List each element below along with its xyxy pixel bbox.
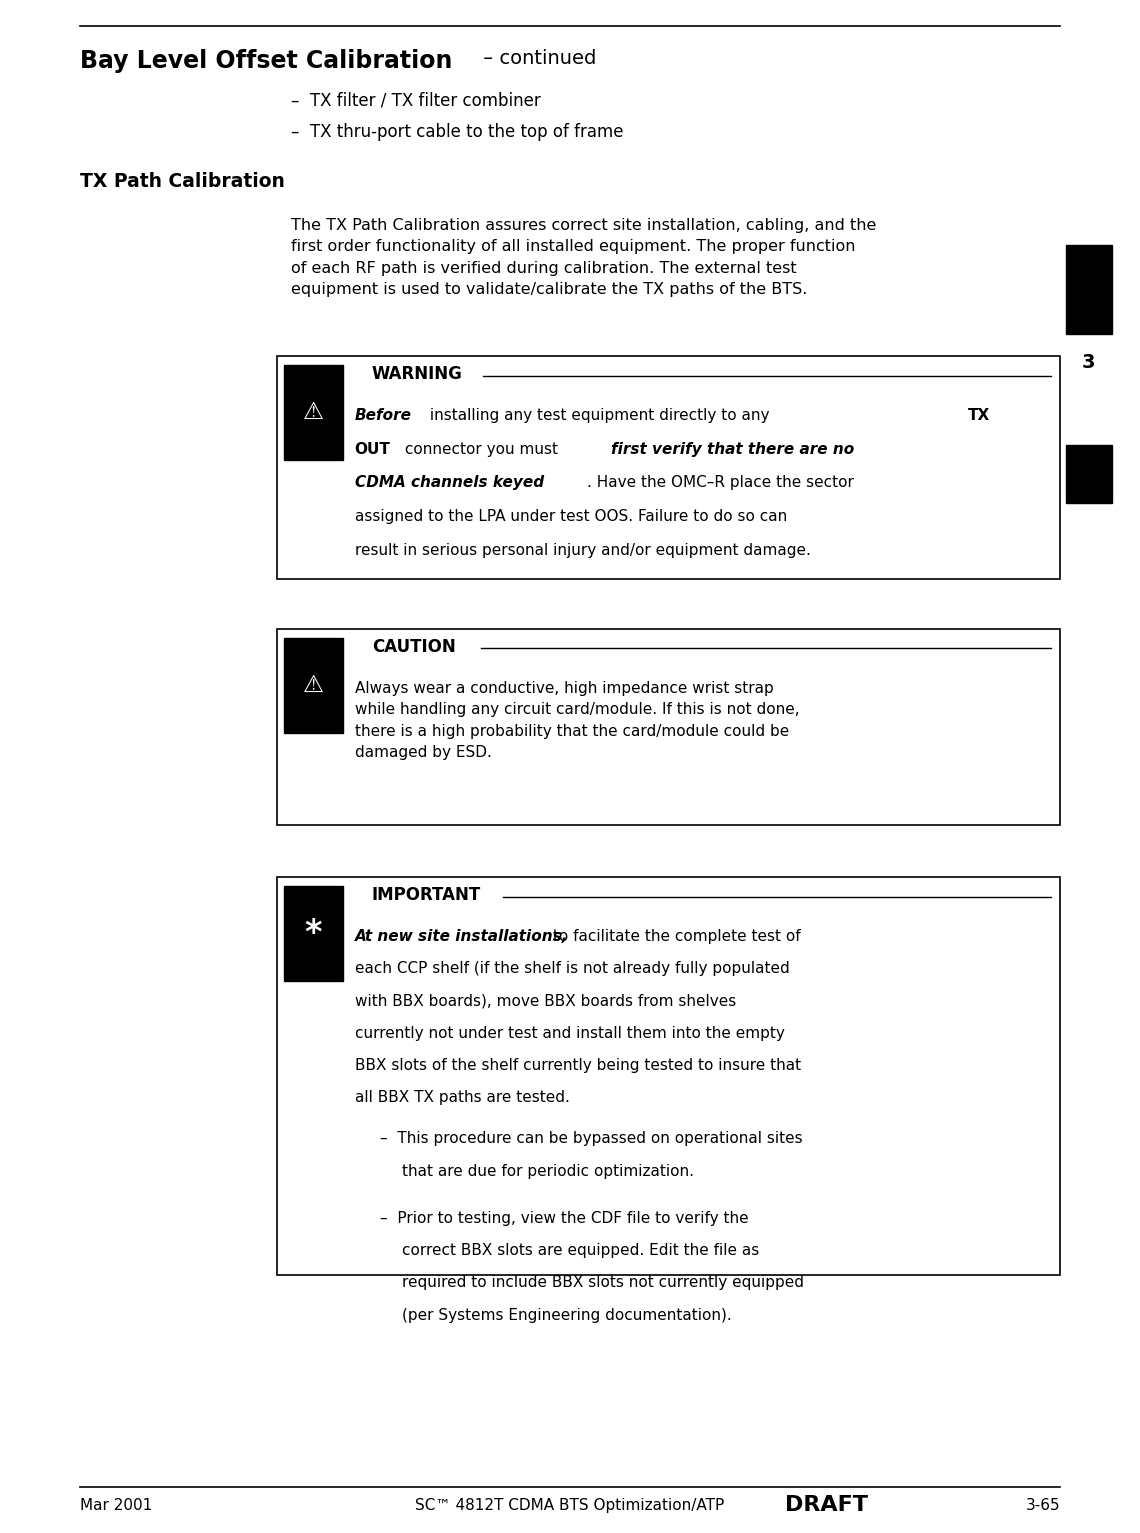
Text: to facilitate the complete test of: to facilitate the complete test of [548, 929, 801, 944]
Text: TX Path Calibration: TX Path Calibration [80, 172, 285, 190]
Text: Always wear a conductive, high impedance wrist strap
while handling any circuit : Always wear a conductive, high impedance… [355, 681, 799, 760]
Text: 3: 3 [1082, 353, 1096, 371]
Text: IMPORTANT: IMPORTANT [372, 886, 481, 904]
Text: TX: TX [968, 408, 991, 423]
Text: At new site installations,: At new site installations, [355, 929, 568, 944]
Text: correct BBX slots are equipped. Edit the file as: correct BBX slots are equipped. Edit the… [402, 1243, 759, 1259]
Text: –  TX thru-port cable to the top of frame: – TX thru-port cable to the top of frame [291, 123, 624, 141]
Text: (per Systems Engineering documentation).: (per Systems Engineering documentation). [402, 1308, 732, 1323]
FancyBboxPatch shape [284, 886, 343, 981]
Text: –  Prior to testing, view the CDF file to verify the: – Prior to testing, view the CDF file to… [380, 1211, 748, 1226]
Text: . Have the OMC–R place the sector: . Have the OMC–R place the sector [587, 475, 854, 491]
Text: BBX slots of the shelf currently being tested to insure that: BBX slots of the shelf currently being t… [355, 1058, 800, 1073]
Text: – continued: – continued [477, 49, 596, 67]
Text: SC™ 4812T CDMA BTS Optimization/ATP: SC™ 4812T CDMA BTS Optimization/ATP [415, 1498, 725, 1513]
Text: connector you must: connector you must [400, 442, 563, 457]
Text: currently not under test and install them into the empty: currently not under test and install the… [355, 1026, 784, 1041]
Text: ⚠: ⚠ [303, 400, 324, 425]
Text: Mar 2001: Mar 2001 [80, 1498, 152, 1513]
Text: assigned to the LPA under test OOS. Failure to do so can: assigned to the LPA under test OOS. Fail… [355, 509, 787, 524]
Text: –  TX filter / TX filter combiner: – TX filter / TX filter combiner [291, 92, 540, 110]
FancyBboxPatch shape [277, 877, 1060, 1275]
Text: CDMA channels keyed: CDMA channels keyed [355, 475, 544, 491]
Text: 3-65: 3-65 [1026, 1498, 1060, 1513]
Text: CAUTION: CAUTION [372, 638, 455, 656]
Text: installing any test equipment directly to any: installing any test equipment directly t… [425, 408, 774, 423]
Text: first verify that there are no: first verify that there are no [611, 442, 854, 457]
FancyBboxPatch shape [1066, 445, 1112, 503]
Text: each CCP shelf (if the shelf is not already fully populated: each CCP shelf (if the shelf is not alre… [355, 961, 789, 977]
Text: ⚠: ⚠ [303, 673, 324, 698]
Text: OUT: OUT [355, 442, 390, 457]
Text: DRAFT: DRAFT [785, 1495, 868, 1516]
Text: The TX Path Calibration assures correct site installation, cabling, and the
firs: The TX Path Calibration assures correct … [291, 218, 876, 297]
Text: WARNING: WARNING [372, 365, 463, 383]
Text: result in serious personal injury and/or equipment damage.: result in serious personal injury and/or… [355, 543, 811, 558]
FancyBboxPatch shape [284, 638, 343, 733]
FancyBboxPatch shape [1066, 245, 1112, 334]
FancyBboxPatch shape [284, 365, 343, 460]
FancyBboxPatch shape [277, 356, 1060, 579]
Text: required to include BBX slots not currently equipped: required to include BBX slots not curren… [402, 1275, 805, 1291]
Text: –  This procedure can be bypassed on operational sites: – This procedure can be bypassed on oper… [380, 1131, 803, 1147]
Text: with BBX boards), move BBX boards from shelves: with BBX boards), move BBX boards from s… [355, 993, 735, 1009]
Text: Before: Before [355, 408, 412, 423]
FancyBboxPatch shape [277, 629, 1060, 825]
Text: *: * [304, 917, 323, 950]
Text: that are due for periodic optimization.: that are due for periodic optimization. [402, 1164, 694, 1179]
Text: Bay Level Offset Calibration: Bay Level Offset Calibration [80, 49, 453, 74]
Text: all BBX TX paths are tested.: all BBX TX paths are tested. [355, 1090, 569, 1105]
